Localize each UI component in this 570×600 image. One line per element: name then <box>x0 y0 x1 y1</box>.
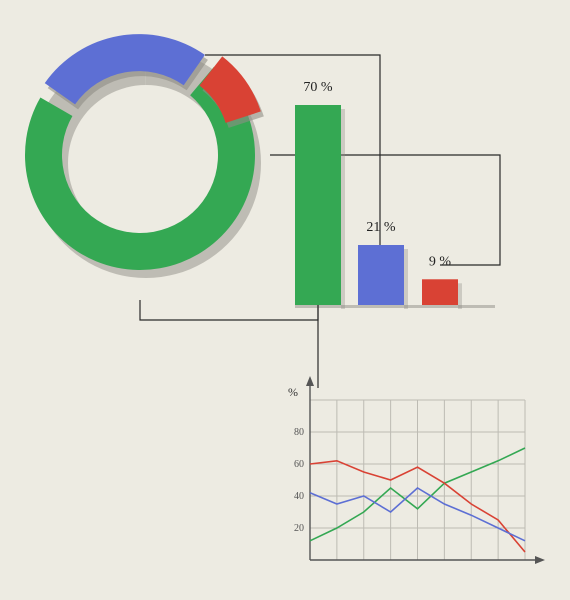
bar-label-blue: 21 % <box>366 220 396 235</box>
y-tick-label: 40 <box>294 491 304 502</box>
bar-shadow-green <box>341 109 345 309</box>
y-tick-label: 80 <box>294 427 304 438</box>
y-tick-label: 20 <box>294 523 304 534</box>
bars-baseline-shadow <box>295 305 495 308</box>
x-axis-arrow-icon <box>535 556 545 564</box>
bar-label-red: 9 % <box>429 254 452 269</box>
y-axis-label: % <box>288 385 298 399</box>
bar-blue <box>358 245 404 305</box>
bar-green <box>295 105 341 305</box>
donut-seg-blue <box>45 34 205 104</box>
y-axis-arrow-icon <box>306 376 314 386</box>
infographic-canvas: 70 % 21 % 9 %% 20 40 60 80 <box>0 0 570 600</box>
bar-label-green: 70 % <box>303 80 333 95</box>
bar-shadow-red <box>458 283 462 309</box>
bar-shadow-blue <box>404 249 408 309</box>
bar-red <box>422 279 458 305</box>
connector <box>140 300 318 320</box>
y-tick-label: 60 <box>294 459 304 470</box>
